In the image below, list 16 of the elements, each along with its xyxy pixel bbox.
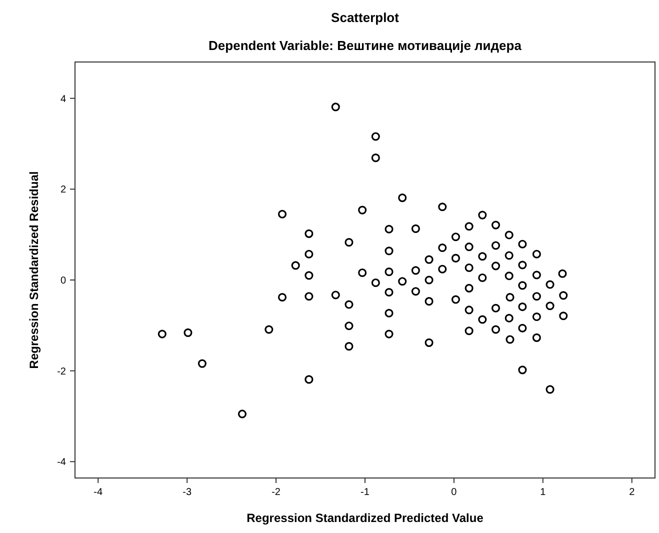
y-tick-label: 4 <box>60 94 66 105</box>
y-tick-label: -2 <box>57 366 66 378</box>
x-tick-label: -3 <box>182 487 192 498</box>
y-tick-label: 0 <box>60 275 66 286</box>
y-tick-label: -4 <box>57 457 66 468</box>
x-tick-label: -1 <box>360 487 370 498</box>
chart-title: Scatterplot <box>331 10 400 25</box>
x-axis-title: Regression Standardized Predicted Value <box>246 511 484 525</box>
y-axis-title: Regression Standardized Residual <box>27 171 41 369</box>
x-tick-label: 2 <box>629 487 636 498</box>
x-tick-label: -4 <box>94 487 104 498</box>
x-tick-label: -2 <box>272 487 281 498</box>
y-tick-label: 2 <box>60 184 66 196</box>
x-tick-label: 0 <box>451 487 458 498</box>
x-tick-label: 1 <box>540 487 546 498</box>
chart-subtitle: Dependent Variable: Вештине мотивације лидера <box>208 38 522 53</box>
